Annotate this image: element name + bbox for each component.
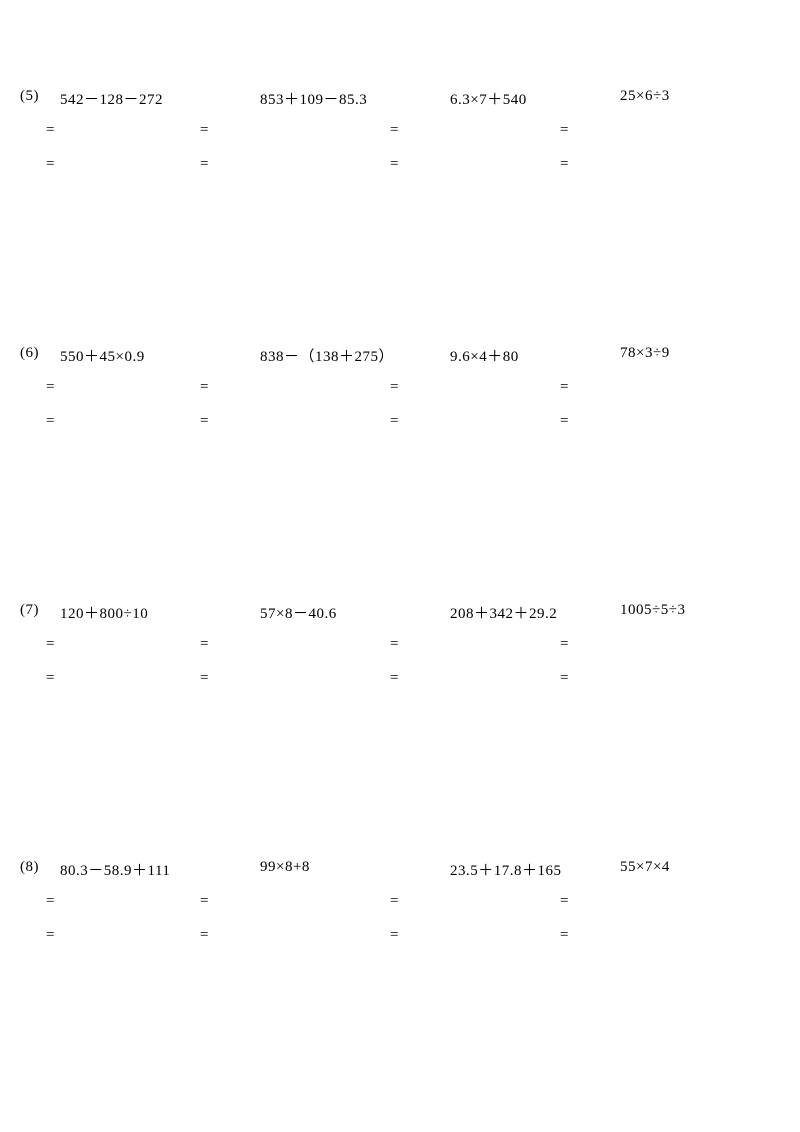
work-row: = = = = (0, 122, 800, 156)
equals-sign: = (560, 670, 720, 687)
work-row: = = = = (0, 893, 800, 927)
problem-row: (6) 550＋45×0.9 838－（138＋275） 9.6×4＋80 78… (0, 345, 800, 379)
problem-4: 1005÷5÷3 (620, 602, 780, 619)
equals-sign: = (0, 636, 200, 653)
group-label: (7) (0, 602, 60, 619)
equals-sign: = (390, 636, 560, 653)
problem-group-6: (6) 550＋45×0.9 838－（138＋275） 9.6×4＋80 78… (0, 345, 800, 447)
equals-sign: = (200, 893, 390, 910)
equals-sign: = (560, 379, 720, 396)
equals-sign: = (560, 893, 720, 910)
equals-sign: = (200, 636, 390, 653)
problem-1: 550＋45×0.9 (60, 345, 260, 366)
equals-sign: = (560, 927, 720, 944)
problem-group-5: (5) 542－128－272 853＋109－85.3 6.3×7＋540 2… (0, 88, 800, 190)
equals-sign: = (0, 927, 200, 944)
worksheet-page: (5) 542－128－272 853＋109－85.3 6.3×7＋540 2… (0, 0, 800, 1132)
equals-sign: = (0, 670, 200, 687)
problem-3: 208＋342＋29.2 (450, 602, 620, 623)
problem-row: (7) 120＋800÷10 57×8－40.6 208＋342＋29.2 10… (0, 602, 800, 636)
problem-2: 57×8－40.6 (260, 602, 450, 623)
group-label: (6) (0, 345, 60, 362)
work-row: = = = = (0, 379, 800, 413)
problem-3: 23.5＋17.8＋165 (450, 859, 620, 880)
equals-sign: = (0, 379, 200, 396)
problem-group-8: (8) 80.3－58.9＋111 99×8+8 23.5＋17.8＋165 5… (0, 859, 800, 961)
equals-sign: = (0, 413, 200, 430)
equals-sign: = (390, 893, 560, 910)
work-row: = = = = (0, 927, 800, 961)
work-row: = = = = (0, 413, 800, 447)
work-row: = = = = (0, 670, 800, 704)
equals-sign: = (390, 670, 560, 687)
equals-sign: = (560, 413, 720, 430)
equals-sign: = (0, 893, 200, 910)
group-label: (8) (0, 859, 60, 876)
equals-sign: = (560, 636, 720, 653)
equals-sign: = (0, 122, 200, 139)
problem-row: (8) 80.3－58.9＋111 99×8+8 23.5＋17.8＋165 5… (0, 859, 800, 893)
equals-sign: = (390, 156, 560, 173)
equals-sign: = (390, 927, 560, 944)
work-row: = = = = (0, 156, 800, 190)
work-row: = = = = (0, 636, 800, 670)
equals-sign: = (0, 156, 200, 173)
group-label: (5) (0, 88, 60, 105)
equals-sign: = (200, 927, 390, 944)
problem-4: 25×6÷3 (620, 88, 780, 105)
problem-4: 78×3÷9 (620, 345, 780, 362)
equals-sign: = (390, 413, 560, 430)
problem-3: 9.6×4＋80 (450, 345, 620, 366)
equals-sign: = (200, 413, 390, 430)
equals-sign: = (390, 379, 560, 396)
problem-group-7: (7) 120＋800÷10 57×8－40.6 208＋342＋29.2 10… (0, 602, 800, 704)
problem-1: 120＋800÷10 (60, 602, 260, 623)
problem-row: (5) 542－128－272 853＋109－85.3 6.3×7＋540 2… (0, 88, 800, 122)
problem-4: 55×7×4 (620, 859, 780, 876)
equals-sign: = (200, 156, 390, 173)
problem-2: 99×8+8 (260, 859, 450, 876)
equals-sign: = (560, 156, 720, 173)
problem-1: 80.3－58.9＋111 (60, 859, 260, 880)
equals-sign: = (390, 122, 560, 139)
equals-sign: = (560, 122, 720, 139)
problem-3: 6.3×7＋540 (450, 88, 620, 109)
equals-sign: = (200, 379, 390, 396)
problem-2: 853＋109－85.3 (260, 88, 450, 109)
equals-sign: = (200, 670, 390, 687)
problem-1: 542－128－272 (60, 88, 260, 109)
equals-sign: = (200, 122, 390, 139)
problem-2: 838－（138＋275） (260, 345, 450, 366)
